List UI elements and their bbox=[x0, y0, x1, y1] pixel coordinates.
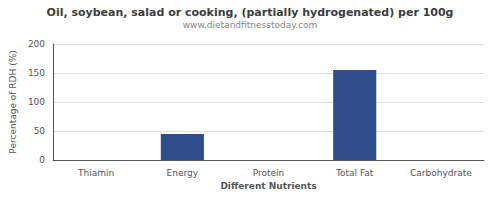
svg-text:50: 50 bbox=[34, 126, 46, 136]
svg-text:www.dietandfitnesstoday.com: www.dietandfitnesstoday.com bbox=[183, 20, 318, 30]
svg-text:Protein: Protein bbox=[253, 168, 285, 178]
svg-text:150: 150 bbox=[28, 68, 45, 78]
svg-text:Oil, soybean, salad or cooking: Oil, soybean, salad or cooking, (partial… bbox=[47, 6, 454, 19]
svg-text:Carbohydrate: Carbohydrate bbox=[410, 168, 472, 178]
svg-text:Different Nutrients: Different Nutrients bbox=[220, 181, 316, 191]
svg-text:200: 200 bbox=[28, 39, 45, 49]
svg-text:Total Fat: Total Fat bbox=[335, 168, 374, 178]
svg-text:Percentage of RDH (%): Percentage of RDH (%) bbox=[8, 50, 18, 153]
svg-text:Energy: Energy bbox=[167, 168, 199, 178]
svg-text:0: 0 bbox=[39, 155, 45, 165]
svg-text:Thiamin: Thiamin bbox=[77, 168, 114, 178]
svg-text:100: 100 bbox=[28, 97, 45, 107]
